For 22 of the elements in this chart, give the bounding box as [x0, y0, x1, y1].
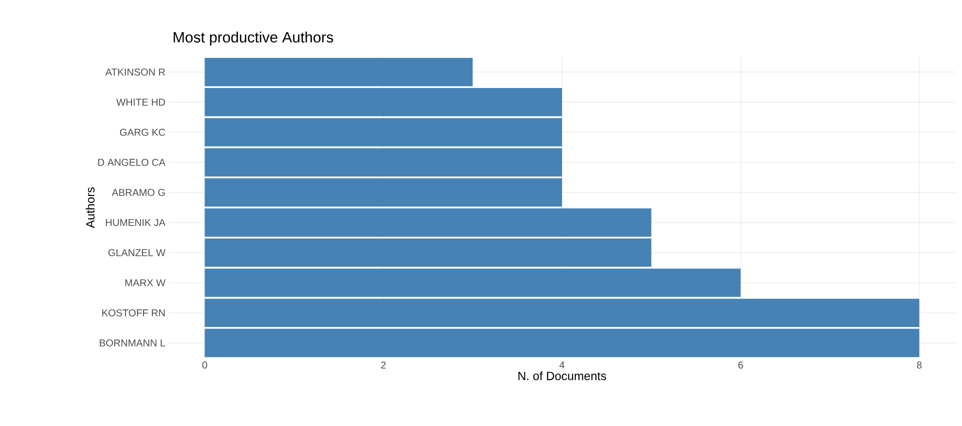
- chart-title: Most productive Authors: [174, 32, 334, 46]
- x-tick-label: 6: [738, 362, 743, 369]
- y-tick-label: MARX W: [125, 279, 166, 286]
- y-tick-label: ATKINSON R: [105, 68, 166, 76]
- bar: [204, 178, 562, 207]
- x-axis-title: N. of Documents: [518, 371, 606, 380]
- y-tick-label: GLANZEL W: [108, 249, 166, 256]
- bar: [204, 58, 473, 86]
- y-tick-label: GARG KC: [120, 128, 166, 136]
- bar: [204, 208, 652, 237]
- x-tick-label: 8: [916, 362, 922, 369]
- y-axis-title: Authors: [86, 187, 95, 228]
- y-tick-label: KOSTOFF RN: [102, 309, 165, 316]
- x-tick-label: 4: [559, 362, 564, 368]
- bar: [204, 328, 920, 358]
- x-tick-label: 2: [381, 362, 386, 368]
- y-tick-label: ABRAMO G: [112, 188, 165, 196]
- x-tick-label: 0: [202, 362, 208, 369]
- y-tick-label: BORNMANN L: [100, 339, 166, 346]
- y-tick-label: D ANGELO CA: [98, 158, 166, 166]
- y-tick-label: WHITE HD: [116, 98, 166, 106]
- y-tick-label: HUMENIK JA: [106, 219, 166, 226]
